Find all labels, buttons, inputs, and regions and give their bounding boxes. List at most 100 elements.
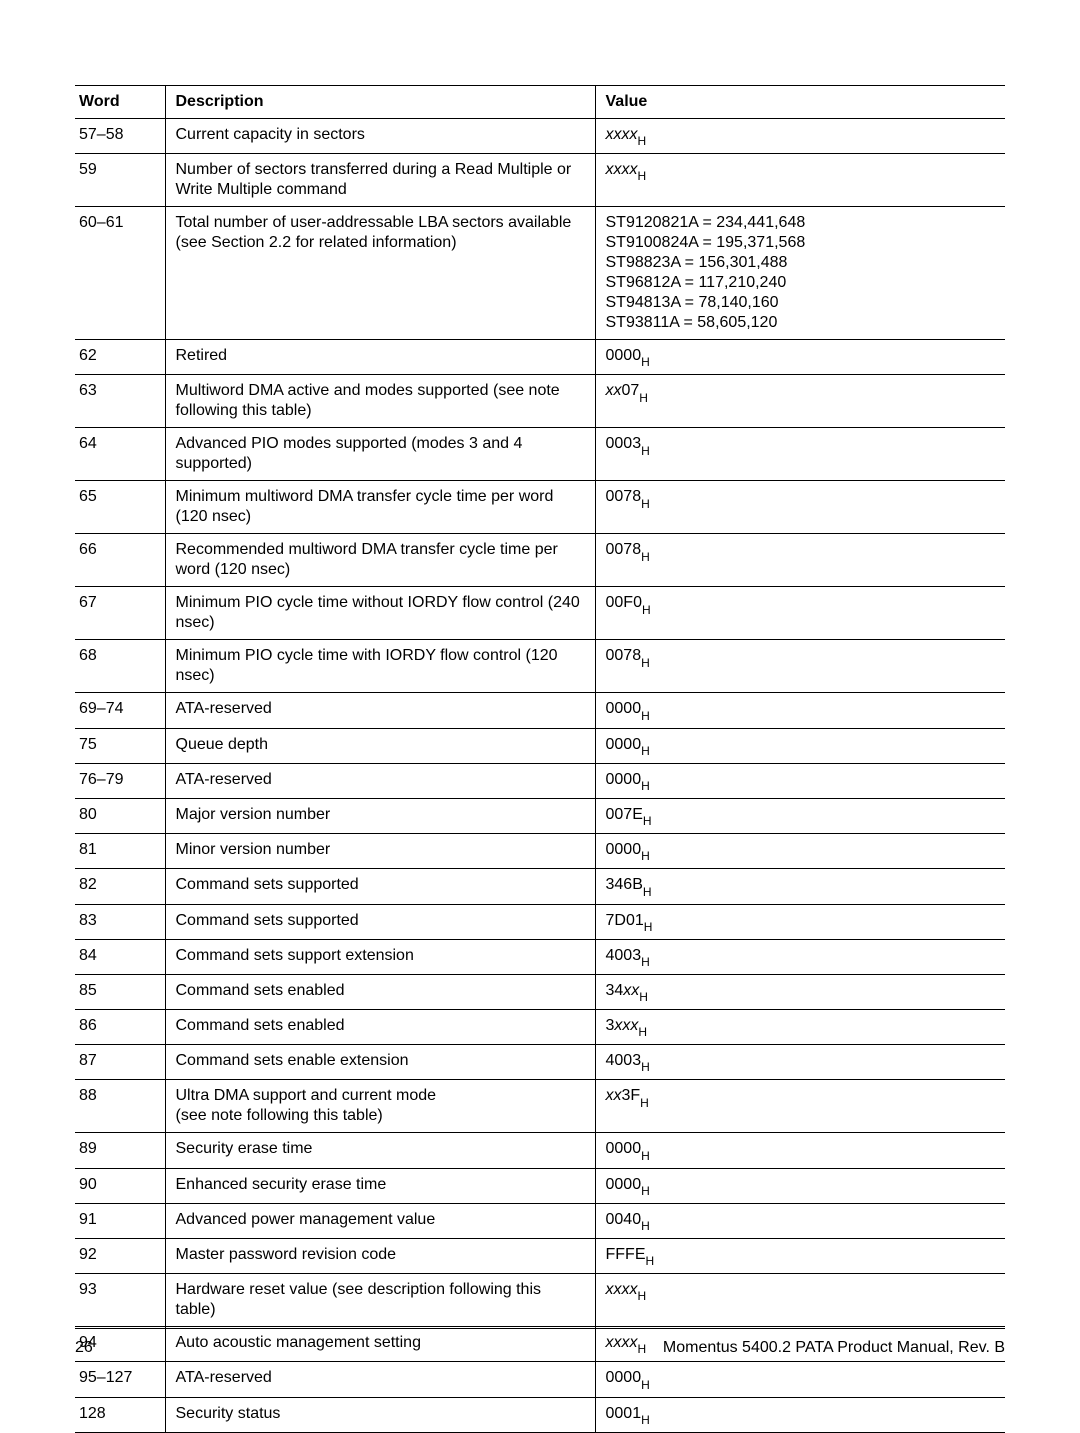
cell-word: 92 bbox=[75, 1239, 165, 1274]
cell-value: 0000H bbox=[595, 1168, 1005, 1203]
value-prefix: 4003 bbox=[606, 947, 642, 964]
cell-value: 0000H bbox=[595, 340, 1005, 375]
value-subscript: H bbox=[641, 1219, 650, 1233]
cell-value: 34xxH bbox=[595, 974, 1005, 1009]
cell-value: 00F0H bbox=[595, 587, 1005, 640]
cell-value: FFFEH bbox=[595, 1239, 1005, 1274]
value-prefix: 0003 bbox=[606, 435, 642, 452]
value-subscript: H bbox=[641, 550, 650, 564]
cell-description: Command sets supported bbox=[165, 904, 595, 939]
cell-value: 0078H bbox=[595, 481, 1005, 534]
header-word: Word bbox=[75, 86, 165, 119]
cell-description: Total number of user-addressable LBA sec… bbox=[165, 207, 595, 340]
value-prefix: 0000 bbox=[606, 347, 642, 364]
value-prefix-italic: xxxx bbox=[606, 161, 638, 178]
value-mid-italic: xx bbox=[623, 982, 639, 999]
cell-word: 95–127 bbox=[75, 1362, 165, 1397]
value-subscript: H bbox=[641, 444, 650, 458]
value-prefix: FFFE bbox=[606, 1246, 646, 1263]
cell-description: Recommended multiword DMA transfer cycle… bbox=[165, 534, 595, 587]
table-row: 86Command sets enabled3xxxH bbox=[75, 1010, 1005, 1045]
value-subscript: H bbox=[641, 744, 650, 758]
cell-description: Queue depth bbox=[165, 728, 595, 763]
value-subscript: H bbox=[643, 885, 652, 899]
table-row: 84Command sets support extension4003H bbox=[75, 939, 1005, 974]
value-prefix: 0000 bbox=[606, 700, 642, 717]
value-subscript: H bbox=[639, 990, 648, 1004]
cell-word: 67 bbox=[75, 587, 165, 640]
cell-description: Major version number bbox=[165, 798, 595, 833]
value-subscript: H bbox=[646, 1254, 655, 1268]
table-row: 81Minor version number0000H bbox=[75, 834, 1005, 869]
value-prefix: 7D01 bbox=[606, 912, 644, 929]
table-row: 82Command sets supported346BH bbox=[75, 869, 1005, 904]
table-row: 87Command sets enable extension4003H bbox=[75, 1045, 1005, 1080]
value-prefix: 4003 bbox=[606, 1052, 642, 1069]
cell-value: 7D01H bbox=[595, 904, 1005, 939]
doc-title: Momentus 5400.2 PATA Product Manual, Rev… bbox=[663, 1339, 1005, 1357]
cell-value: xxxxH bbox=[595, 1274, 1005, 1327]
value-prefix: 0000 bbox=[606, 1176, 642, 1193]
cell-word: 88 bbox=[75, 1080, 165, 1133]
cell-description: Minimum PIO cycle time without IORDY flo… bbox=[165, 587, 595, 640]
cell-value: 0003H bbox=[595, 428, 1005, 481]
cell-word: 59 bbox=[75, 154, 165, 207]
value-subscript: H bbox=[640, 1096, 649, 1110]
header-value: Value bbox=[595, 86, 1005, 119]
cell-word: 87 bbox=[75, 1045, 165, 1080]
cell-description: Command sets enabled bbox=[165, 1010, 595, 1045]
cell-value: 007EH bbox=[595, 798, 1005, 833]
table-row: 85Command sets enabled34xxH bbox=[75, 974, 1005, 1009]
cell-description: Hardware reset value (see description fo… bbox=[165, 1274, 595, 1327]
cell-value: 0040H bbox=[595, 1203, 1005, 1238]
cell-description: Command sets enabled bbox=[165, 974, 595, 1009]
table-row: 75Queue depth0000H bbox=[75, 728, 1005, 763]
cell-word: 89 bbox=[75, 1133, 165, 1168]
value-mid: 3F bbox=[622, 1087, 641, 1104]
value-subscript: H bbox=[641, 1060, 650, 1074]
table-row: 88Ultra DMA support and current mode (se… bbox=[75, 1080, 1005, 1133]
cell-word: 80 bbox=[75, 798, 165, 833]
value-subscript: H bbox=[641, 1413, 650, 1427]
cell-value: 0001H bbox=[595, 1397, 1005, 1432]
cell-description: Security status bbox=[165, 1397, 595, 1432]
value-subscript: H bbox=[639, 391, 648, 405]
table-body: 57–58Current capacity in sectorsxxxxH59N… bbox=[75, 119, 1005, 1433]
value-subscript: H bbox=[642, 603, 651, 617]
cell-value: 0000H bbox=[595, 763, 1005, 798]
table-row: 60–61Total number of user-addressable LB… bbox=[75, 207, 1005, 340]
cell-word: 83 bbox=[75, 904, 165, 939]
cell-description: Command sets supported bbox=[165, 869, 595, 904]
header-description: Description bbox=[165, 86, 595, 119]
cell-description: Minor version number bbox=[165, 834, 595, 869]
cell-word: 57–58 bbox=[75, 119, 165, 154]
cell-word: 69–74 bbox=[75, 693, 165, 728]
value-prefix-italic: xxxx bbox=[606, 126, 638, 143]
table-row: 65Minimum multiword DMA transfer cycle t… bbox=[75, 481, 1005, 534]
value-prefix: 007E bbox=[606, 806, 643, 823]
cell-description: Minimum multiword DMA transfer cycle tim… bbox=[165, 481, 595, 534]
value-subscript: H bbox=[641, 709, 650, 723]
value-subscript: H bbox=[641, 955, 650, 969]
cell-description: Master password revision code bbox=[165, 1239, 595, 1274]
value-prefix: 346B bbox=[606, 876, 643, 893]
value-mid: 07 bbox=[622, 382, 640, 399]
value-mid-italic: xxx bbox=[614, 1017, 638, 1034]
cell-value: 3xxxH bbox=[595, 1010, 1005, 1045]
cell-description: Command sets support extension bbox=[165, 939, 595, 974]
value-prefix: 0078 bbox=[606, 647, 642, 664]
value-subscript: H bbox=[641, 849, 650, 863]
cell-description: Multiword DMA active and modes supported… bbox=[165, 375, 595, 428]
value-subscript: H bbox=[638, 134, 647, 148]
cell-value: 4003H bbox=[595, 1045, 1005, 1080]
cell-description: Command sets enable extension bbox=[165, 1045, 595, 1080]
value-prefix: 0078 bbox=[606, 488, 642, 505]
cell-value: 0078H bbox=[595, 640, 1005, 693]
table-row: 67Minimum PIO cycle time without IORDY f… bbox=[75, 587, 1005, 640]
value-prefix-italic: xx bbox=[606, 382, 622, 399]
table-row: 80Major version number007EH bbox=[75, 798, 1005, 833]
cell-word: 90 bbox=[75, 1168, 165, 1203]
cell-value: xx07H bbox=[595, 375, 1005, 428]
cell-value: xxxxH bbox=[595, 154, 1005, 207]
value-prefix: 0000 bbox=[606, 736, 642, 753]
